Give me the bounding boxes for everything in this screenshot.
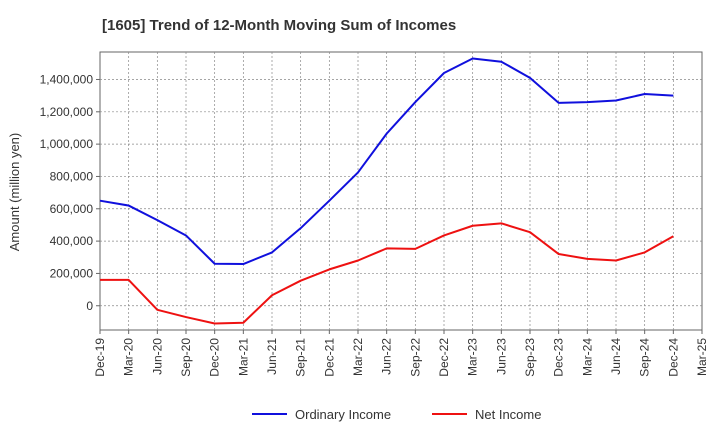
x-tick-label: Dec-19 [93,338,107,377]
x-tick-label: Mar-23 [466,338,480,376]
y-axis-label: Amount (million yen) [7,133,22,252]
x-tick-label: Sep-20 [179,338,193,377]
x-tick-label: Jun-20 [150,338,164,375]
x-tick-label: Jun-21 [265,338,279,375]
x-tick-label: Sep-21 [294,338,308,377]
x-tick-label: Jun-24 [609,338,623,375]
series-lines [99,57,674,325]
y-tick-label: 400,000 [50,234,94,248]
legend-label-ordinary-income: Ordinary Income [295,407,391,422]
x-tick-label: Dec-21 [322,338,336,377]
x-axis-ticks: Dec-19 Mar-20 Jun-20 Sep-20 Dec-20 Mar-21 Jun-… [93,330,709,377]
y-tick-label: 800,000 [50,169,94,183]
y-axis-ticks: 0 200,000 400,000 600,000 800,000 1,000,000 1,… [40,72,100,313]
x-tick-label: Mar-24 [580,338,594,376]
x-tick-label: Dec-23 [552,338,566,377]
y-tick-label: 0 [86,299,93,313]
chart-title: [1605] Trend of 12-Month Moving Sum of I… [102,17,456,34]
x-tick-label: Sep-23 [523,338,537,377]
x-tick-label: Dec-20 [208,338,222,377]
grid-lines [100,52,702,330]
x-tick-label: Jun-23 [494,338,508,375]
y-tick-label: 1,000,000 [40,137,94,151]
y-tick-label: 200,000 [50,266,94,280]
x-tick-label: Dec-22 [437,338,451,377]
x-tick-label: Sep-22 [408,338,422,377]
x-tick-label: Mar-20 [122,338,136,376]
series-line-net-income [100,222,674,325]
x-tick-label: Jun-22 [380,338,394,375]
plot-area [99,51,703,331]
y-tick-label: 1,400,000 [40,72,94,86]
x-tick-label: Mar-21 [236,338,250,376]
x-tick-label: Dec-24 [666,338,680,377]
legend-label-net-income: Net Income [475,407,541,422]
y-tick-label: 1,200,000 [40,105,94,119]
legend: Ordinary Income Net Income [252,407,541,422]
x-tick-label: Mar-25 [695,338,709,376]
x-tick-label: Mar-22 [351,338,365,376]
y-tick-label: 600,000 [50,202,94,216]
series-line-ordinary-income [99,57,674,266]
x-tick-label: Sep-24 [638,338,652,377]
